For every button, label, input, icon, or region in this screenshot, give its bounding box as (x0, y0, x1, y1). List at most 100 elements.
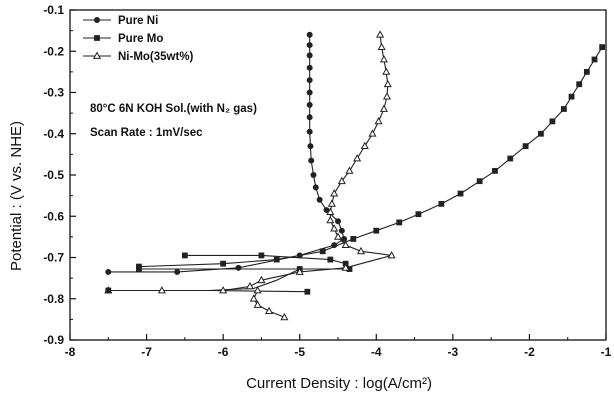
data-point-triangle (341, 263, 350, 271)
y-tick-label: -0.7 (43, 251, 64, 265)
data-point-triangle (295, 267, 304, 275)
data-point-square (591, 56, 598, 63)
data-point-square (304, 288, 311, 295)
x-tick-label: -8 (65, 345, 76, 359)
data-point-square (560, 106, 567, 112)
data-point-square (136, 263, 142, 270)
data-point-circle (306, 31, 313, 38)
y-tick-label: -0.9 (43, 333, 64, 347)
data-point-triangle (360, 141, 369, 150)
data-point-triangle (345, 166, 354, 174)
data-point-triangle (249, 294, 258, 302)
data-point-circle (296, 252, 303, 259)
data-point-square (327, 256, 334, 263)
data-point-square (273, 256, 280, 263)
data-point-circle (94, 16, 101, 23)
y-tick-label: -0.1 (43, 3, 64, 17)
data-point-circle (306, 128, 313, 135)
data-point-triangle (379, 104, 388, 112)
x-axis-ticks: -8 -7 -6 -5 -4 -3 -2 -1 (65, 334, 612, 359)
x-tick-label: -7 (141, 345, 152, 359)
data-point-triangle (253, 300, 262, 308)
data-point-triangle (253, 286, 262, 294)
data-point-square (105, 287, 112, 294)
data-point-circle (235, 264, 242, 271)
x-tick-label: -5 (294, 345, 305, 359)
data-point-circle (105, 268, 112, 275)
legend-label: Pure Ni (118, 15, 158, 27)
data-point-triangle (383, 79, 392, 88)
y-tick-label: -0.3 (43, 86, 64, 100)
legend: Pure Ni Pure Mo Ni-Mo(35wt%) (83, 15, 194, 63)
data-point-square (583, 68, 590, 75)
data-point-square (568, 93, 575, 100)
data-point-triangle (157, 286, 166, 294)
data-point-triangle (387, 251, 396, 259)
legend-label: Ni-Mo(35wt%) (118, 51, 194, 63)
y-tick-label: -0.6 (43, 209, 64, 223)
x-axis-title: Current Density : log(A/cm²) (246, 375, 432, 392)
data-point-triangle (92, 51, 102, 59)
x-tick-label: -6 (218, 345, 229, 359)
data-point-circle (306, 101, 313, 108)
data-point-circle (306, 42, 313, 49)
data-point-circle (341, 235, 348, 242)
series-markers (104, 30, 606, 321)
y-tick-label: -0.5 (43, 168, 64, 182)
legend-label: Pure Mo (118, 33, 163, 45)
data-point-square (258, 252, 265, 259)
data-point-circle (174, 268, 181, 275)
data-point-square (522, 143, 529, 150)
data-point-triangle (280, 312, 289, 321)
y-tick-label: -0.2 (43, 44, 64, 58)
data-point-square (396, 219, 403, 226)
data-point-triangle (326, 207, 335, 216)
y-axis-title: Potential : (V vs. NHE) (8, 121, 25, 271)
x-tick-label: -3 (448, 345, 459, 359)
data-point-circle (308, 157, 315, 164)
data-point-triangle (245, 281, 254, 290)
data-point-square (492, 167, 498, 174)
data-point-circle (306, 77, 313, 84)
data-point-triangle (374, 116, 383, 125)
data-point-square (476, 178, 483, 185)
data-point-triangle (326, 215, 335, 224)
data-point-square (415, 211, 422, 218)
data-point-square (373, 227, 380, 234)
data-point-square (599, 44, 606, 51)
data-point-circle (306, 89, 313, 96)
data-point-square (94, 35, 100, 41)
data-point-triangle (219, 286, 228, 294)
data-point-square (319, 248, 326, 255)
data-point-triangle (353, 154, 362, 162)
data-point-square (576, 81, 583, 88)
data-point-square (350, 236, 357, 242)
data-point-triangle (330, 189, 339, 197)
data-point-circle (306, 64, 313, 71)
data-point-triangle (379, 55, 388, 63)
data-point-square (438, 200, 445, 207)
data-point-square (549, 118, 556, 125)
data-point-triangle (382, 92, 392, 100)
y-axis-ticks: -0.1 -0.2 -0.3 -0.4 -0.5 -0.6 -0.7 -0.8 -0.9 (43, 3, 76, 347)
data-point-square (538, 130, 544, 137)
side-branch-0 (108, 268, 300, 292)
data-point-triangle (327, 199, 336, 207)
x-tick-label: -2 (524, 345, 535, 359)
y-tick-label: -0.4 (43, 127, 64, 141)
data-point-triangle (330, 224, 339, 232)
x-tick-label: -4 (371, 345, 382, 359)
data-point-square (220, 260, 227, 267)
data-point-circle (306, 114, 313, 121)
data-point-triangle (333, 232, 343, 240)
data-point-triangle (341, 240, 350, 249)
data-point-circle (334, 218, 341, 225)
data-point-square (181, 252, 188, 259)
y-tick-label: -0.8 (43, 292, 64, 306)
data-point-circle (306, 52, 313, 59)
data-point-triangle (368, 129, 377, 137)
data-point-triangle (337, 176, 346, 185)
data-point-triangle (377, 42, 386, 51)
